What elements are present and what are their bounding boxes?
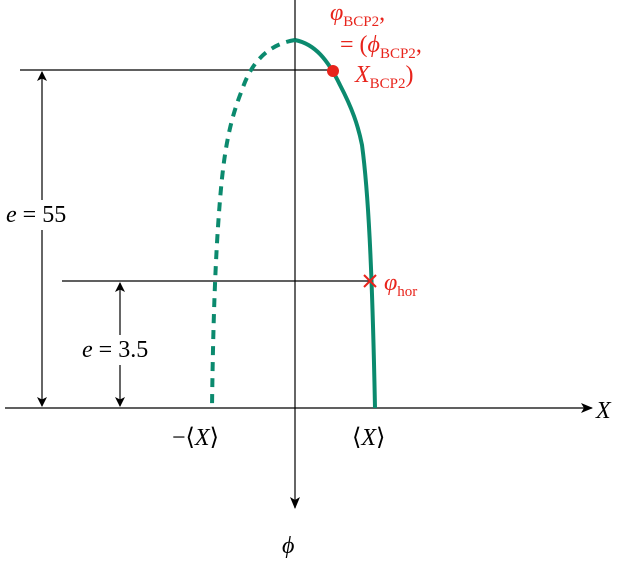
label-part: X	[194, 425, 211, 451]
label-part: ⟩	[376, 425, 385, 451]
label-part: ⟩	[210, 425, 219, 451]
label-part: = (	[340, 32, 368, 58]
label-part: ϕ	[368, 32, 380, 58]
label-part: BCP2	[380, 46, 416, 62]
e-small: e = 3.5	[82, 337, 148, 363]
label-part: )	[406, 62, 414, 88]
label-part: φ	[384, 270, 397, 296]
label-part: ,	[379, 0, 385, 26]
axes	[5, 0, 593, 509]
label-part: ⟨	[352, 425, 361, 451]
label-bg	[2, 200, 78, 230]
y-axis-label: ϕ	[282, 533, 294, 559]
label-part: e	[82, 337, 93, 363]
label-part: BCP2	[370, 76, 406, 92]
label-part: −⟨	[172, 425, 195, 451]
label-part: hor	[397, 284, 417, 300]
label-part: X	[354, 62, 371, 88]
hor-label: φhor	[384, 270, 417, 300]
label-part: φ	[330, 0, 343, 26]
solid-curve	[294, 38, 377, 409]
label-part: e	[6, 202, 17, 228]
pos-mean: ⟨X⟩	[352, 425, 385, 451]
bcp-line3: XBCP2)	[354, 62, 414, 92]
dashed-curve	[210, 38, 296, 409]
e-large: e = 55	[6, 202, 66, 228]
bcp-point	[327, 65, 339, 77]
label-bg	[78, 335, 158, 365]
bcp-line2: = (ϕBCP2,	[340, 32, 422, 62]
label-part: X	[360, 425, 377, 451]
bcp-line1: φBCP2,	[330, 0, 385, 30]
label-part: ,	[416, 32, 422, 58]
x-axis-label: X	[595, 398, 612, 424]
neg-mean: −⟨X⟩	[172, 425, 219, 451]
hor-mark	[363, 274, 377, 288]
label-part: = 3.5	[93, 337, 149, 363]
label-part: BCP2	[343, 14, 379, 30]
label-part: = 55	[17, 202, 67, 228]
